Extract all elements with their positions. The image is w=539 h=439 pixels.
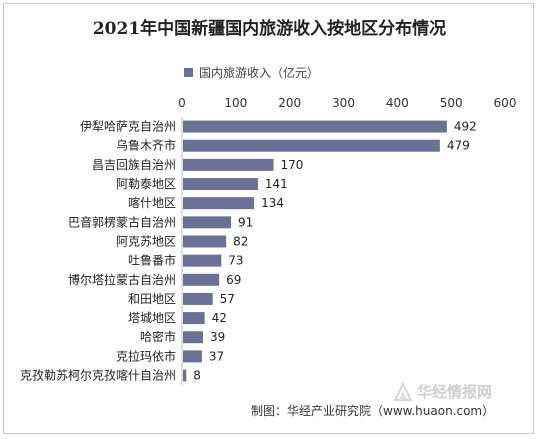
bar xyxy=(183,235,227,248)
category-label: 阿勒泰地区 xyxy=(116,177,176,191)
bar xyxy=(183,254,222,267)
bar xyxy=(183,273,220,286)
category-label: 巴音郭楞蒙古自治州 xyxy=(68,214,176,229)
category-label: 塔城地区 xyxy=(128,311,176,325)
huajing-logo-icon xyxy=(393,381,413,401)
category-label: 和田地区 xyxy=(128,292,176,306)
category-label: 伊犁哈萨克自治州 xyxy=(80,120,176,134)
category-label: 吐鲁番市 xyxy=(128,253,176,268)
bar-value-label: 134 xyxy=(261,196,284,210)
bar xyxy=(183,197,255,210)
legend-swatch xyxy=(184,68,193,77)
bar xyxy=(183,369,187,382)
bar xyxy=(183,120,447,133)
bar-value-label: 73 xyxy=(228,254,243,268)
bar xyxy=(183,158,274,171)
category-label: 昌吉回族自治州 xyxy=(92,158,176,172)
x-tick-label: 500 xyxy=(440,96,463,110)
category-label: 克拉玛依市 xyxy=(116,348,176,363)
bar xyxy=(183,178,258,191)
x-tick-label: 100 xyxy=(224,96,247,110)
bar xyxy=(183,331,203,344)
x-tick-label: 300 xyxy=(332,96,355,110)
category-label: 克孜勒苏柯尔克孜喀什自治州 xyxy=(20,368,176,383)
bar-value-label: 8 xyxy=(193,369,201,383)
bar xyxy=(183,312,205,325)
watermark: 华经情报网 xyxy=(393,381,492,402)
x-tick-label: 0 xyxy=(178,96,186,110)
bar-value-label: 91 xyxy=(238,215,253,229)
bar-value-label: 479 xyxy=(447,139,470,153)
legend-label: 国内旅游收入（亿元） xyxy=(199,66,320,80)
bar-value-label: 170 xyxy=(281,158,304,172)
bar-value-label: 57 xyxy=(220,292,235,306)
x-tick-label: 600 xyxy=(494,96,517,110)
bar-value-label: 492 xyxy=(454,120,477,134)
watermark-text: 华经情报网 xyxy=(417,383,493,401)
category-label: 喀什地区 xyxy=(128,196,176,210)
bar-value-label: 39 xyxy=(210,330,225,344)
bar-value-label: 141 xyxy=(265,177,288,191)
bar xyxy=(183,292,213,305)
category-label: 阿克苏地区 xyxy=(116,234,176,248)
bar xyxy=(183,350,202,363)
category-label: 博尔塔拉蒙古自治州 xyxy=(68,272,176,287)
bar-value-label: 37 xyxy=(209,349,224,363)
category-label: 乌鲁木齐市 xyxy=(116,138,176,153)
bar xyxy=(183,139,440,152)
chart-title: 2021年中国新疆国内旅游收入按地区分布情况 xyxy=(92,19,447,39)
chart-frame xyxy=(3,3,534,434)
bar-value-label: 82 xyxy=(233,234,248,248)
bar xyxy=(183,216,231,229)
bar-value-label: 69 xyxy=(226,273,241,287)
x-tick-label: 400 xyxy=(386,96,409,110)
category-label: 哈密市 xyxy=(140,329,176,344)
bar-value-label: 42 xyxy=(212,311,227,325)
legend: 国内旅游收入（亿元） xyxy=(184,64,319,81)
source-note: 制图：华经产业研究院（www.huaon.com） xyxy=(251,404,495,418)
x-tick-label: 200 xyxy=(278,96,301,110)
